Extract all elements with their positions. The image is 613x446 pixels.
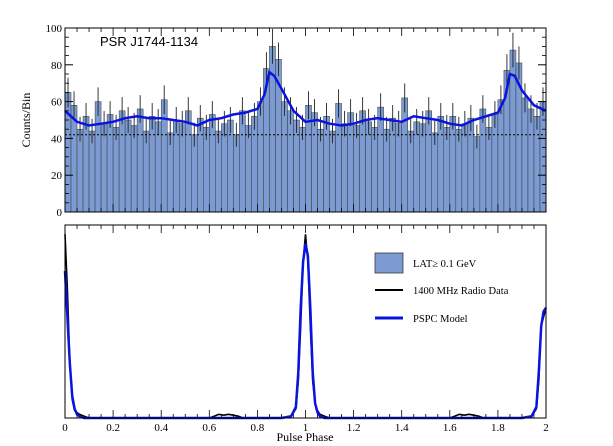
histogram-bar xyxy=(497,99,505,213)
histogram-bar xyxy=(112,127,120,213)
histogram-bar xyxy=(341,123,348,213)
histogram-bar xyxy=(311,112,318,213)
histogram-bar xyxy=(401,97,408,213)
histogram-bar xyxy=(293,119,300,213)
histogram-bar xyxy=(136,108,144,213)
bottom-panel: 0 0.2 0.4 0.6 0.8 1 1.2 1.4 1.6 1.8 2 Pulse Phase … xyxy=(62,224,549,444)
histogram-bar xyxy=(479,108,487,213)
histogram-bar xyxy=(521,97,529,213)
histogram-bar xyxy=(359,110,366,213)
histogram-bar xyxy=(533,116,541,213)
histogram-bar xyxy=(419,123,426,213)
histogram-bar xyxy=(197,117,204,213)
histogram-bar xyxy=(203,127,210,213)
histogram-bar xyxy=(245,125,252,213)
histogram-bar xyxy=(221,123,228,213)
histogram-bar xyxy=(281,101,288,213)
y-tick-label: 0 xyxy=(57,207,63,219)
histogram-bar xyxy=(395,123,402,213)
histogram-bar xyxy=(148,116,156,213)
histogram-bar xyxy=(251,116,258,213)
histogram-bar xyxy=(335,103,342,213)
histogram-bar xyxy=(389,117,396,213)
histogram-bar xyxy=(239,110,246,213)
x-tick-label: 1.2 xyxy=(347,422,361,434)
histogram-bar xyxy=(82,116,90,213)
histogram-bar xyxy=(209,114,216,213)
legend-label-model: PSPC Model xyxy=(413,314,468,325)
y-tick-label: 100 xyxy=(46,23,63,35)
y-tick-label: 80 xyxy=(51,60,63,72)
histogram-bar xyxy=(130,125,138,213)
top-histogram xyxy=(64,46,547,213)
histogram-bar xyxy=(371,127,378,213)
histogram-bar xyxy=(76,128,84,213)
y-tick-label: 40 xyxy=(51,133,63,145)
top-y-axis: 0 20 40 60 80 100 xyxy=(46,23,546,219)
x-tick-label: 1.4 xyxy=(395,422,409,434)
histogram-bar xyxy=(160,99,168,213)
y-tick-label: 20 xyxy=(51,170,63,182)
top-pspc-model-line xyxy=(64,70,547,127)
histogram-bar xyxy=(185,110,192,213)
histogram-bar xyxy=(257,101,264,213)
legend-label-lat: LAT≥ 0.1 GeV xyxy=(413,259,477,270)
x-tick-label: 0 xyxy=(62,422,68,434)
histogram-bar xyxy=(100,123,108,213)
histogram-bar xyxy=(347,112,354,213)
histogram-bar xyxy=(491,114,499,213)
x-axis-label: Pulse Phase xyxy=(277,430,334,444)
top-panel: 0 20 40 60 80 100 PSR J1744-1134 Counts/Bin xyxy=(19,23,547,219)
histogram-bar xyxy=(299,127,306,213)
y-axis-label: Counts/Bin xyxy=(19,93,33,148)
histogram-bar xyxy=(467,117,475,213)
x-tick-label: 0.6 xyxy=(202,422,216,434)
histogram-bar xyxy=(377,106,384,213)
histogram-bar xyxy=(106,114,114,213)
legend: LAT≥ 0.1 GeV 1400 MHz Radio Data PSPC Mo… xyxy=(374,252,509,325)
x-tick-label: 0.4 xyxy=(154,422,168,434)
legend-swatch-lat xyxy=(374,252,404,274)
histogram-bar xyxy=(154,121,162,213)
histogram-bar xyxy=(425,110,433,213)
histogram-bar xyxy=(178,123,186,213)
x-tick-label: 0.2 xyxy=(106,422,120,434)
legend-label-radio: 1400 MHz Radio Data xyxy=(413,286,509,297)
histogram-bar xyxy=(317,128,324,213)
histogram-bar xyxy=(269,46,276,213)
histogram-bar xyxy=(227,119,234,213)
histogram-bar xyxy=(449,116,457,213)
histogram-bar xyxy=(413,121,420,213)
top-x-ticks xyxy=(64,28,547,212)
chart-title: PSR J1744-1134 xyxy=(100,34,198,49)
histogram-bar xyxy=(118,110,126,213)
histogram-bar xyxy=(124,119,132,213)
histogram-bar xyxy=(94,101,102,213)
x-tick-label: 1.6 xyxy=(443,422,457,434)
histogram-bar xyxy=(323,116,330,213)
x-tick-label: 1.8 xyxy=(491,422,505,434)
histogram-bar xyxy=(353,125,360,213)
histogram-bar xyxy=(527,108,535,213)
bottom-plot-frame xyxy=(64,224,547,419)
histogram-bar xyxy=(461,123,469,213)
histogram-bar xyxy=(365,121,372,213)
histogram-bar xyxy=(437,116,445,213)
y-tick-label: 60 xyxy=(51,97,63,109)
x-tick-label: 2 xyxy=(543,422,549,434)
bottom-x-axis: 0 0.2 0.4 0.6 0.8 1 1.2 1.4 1.6 1.8 2 xyxy=(62,225,549,434)
x-tick-label: 1 xyxy=(303,422,309,434)
x-tick-label: 0.8 xyxy=(251,422,265,434)
histogram-bar xyxy=(287,110,294,213)
histogram-bar xyxy=(383,128,390,213)
histogram-bar xyxy=(172,119,180,213)
histogram-bar xyxy=(455,128,463,213)
histogram-bar xyxy=(485,127,493,213)
histogram-bar xyxy=(443,127,451,213)
